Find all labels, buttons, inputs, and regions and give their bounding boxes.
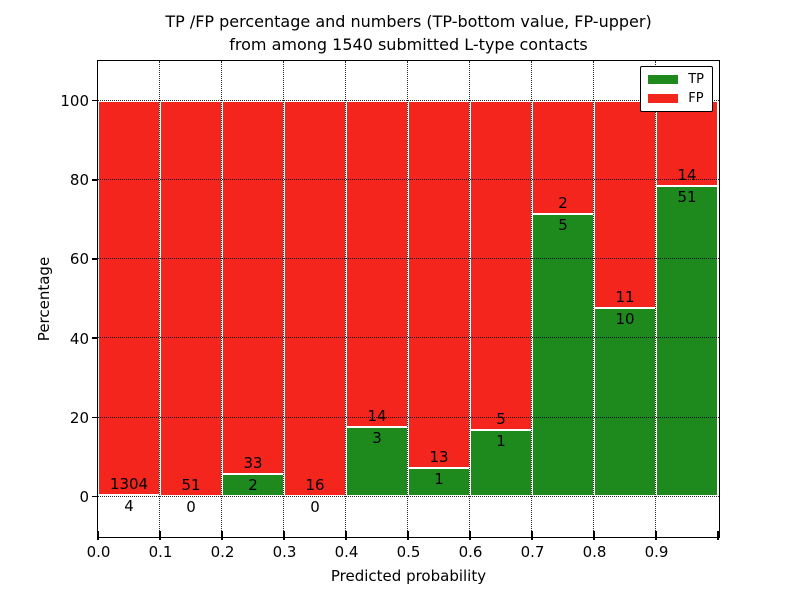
tp-count-label: 4 (124, 497, 134, 516)
x-tick-label: 0.5 (396, 543, 421, 561)
x-tick-label: 0.6 (458, 543, 483, 561)
x-tick-label: 0.2 (210, 543, 235, 561)
y-tick (91, 416, 97, 418)
gridline-horizontal (98, 99, 719, 101)
gridline-vertical (531, 61, 533, 537)
x-tick-label: 0.4 (334, 543, 359, 561)
x-tick (717, 531, 719, 540)
x-tick (407, 531, 409, 540)
chart-title: TP /FP percentage and numbers (TP-bottom… (97, 10, 720, 56)
legend-swatch-fp-icon (648, 94, 679, 103)
x-tick (283, 531, 285, 540)
y-tick (91, 99, 97, 102)
fp-count-label: 14 (677, 165, 697, 184)
x-axis-label: Predicted probability (330, 567, 487, 585)
y-tick (91, 258, 97, 260)
fp-count-label: 33 (243, 453, 263, 472)
y-tick (91, 337, 97, 339)
tp-count-label: 0 (186, 498, 196, 517)
legend-entry-fp: FP (648, 91, 704, 106)
gridline-vertical (593, 61, 595, 537)
legend-label-tp: TP (688, 72, 704, 87)
fp-count-label: 11 (615, 287, 635, 306)
x-tick (531, 531, 533, 540)
x-tick (97, 531, 99, 540)
bar-segment-fp (222, 100, 284, 474)
ticks-layer (91, 61, 719, 540)
fp-count-label: 13 (429, 448, 449, 467)
legend-label-fp: FP (688, 91, 704, 106)
gridline-horizontal (98, 495, 719, 497)
fp-count-label: 2 (558, 193, 568, 212)
y-tick-label: 40 (69, 329, 89, 348)
tp-count-label: 1 (434, 470, 444, 489)
x-tick-label: 0.0 (86, 543, 111, 561)
y-tick-label: 80 (69, 171, 89, 190)
legend: TP FP (640, 66, 713, 112)
fp-count-label: 14 (367, 406, 387, 425)
x-tick-label: 0.3 (272, 543, 297, 561)
chart-title-line2: from among 1540 submitted L-type contact… (229, 35, 588, 54)
gridline-vertical (407, 61, 409, 537)
y-tick-label: 60 (69, 250, 89, 269)
y-tick (91, 495, 97, 498)
tp-count-label: 3 (372, 428, 382, 447)
legend-entry-tp: TP (648, 72, 704, 87)
grid-layer (98, 61, 719, 537)
bar-segment-fp (98, 100, 160, 496)
gridline-vertical (159, 61, 161, 537)
legend-swatch-tp-icon (648, 75, 679, 84)
x-tick (159, 531, 161, 540)
y-tick-label: 100 (60, 92, 89, 111)
x-tick-label: 0.1 (148, 543, 173, 561)
bar-segment-tp (656, 185, 718, 497)
x-tick-label: 0.7 (520, 543, 545, 561)
gridline-vertical (655, 61, 657, 537)
tp-count-label: 10 (615, 309, 635, 328)
tp-count-label: 51 (677, 187, 697, 206)
y-axis-label: Percentage (35, 256, 53, 342)
gridline-horizontal (98, 416, 719, 418)
bar-segment-fp (594, 100, 656, 308)
gridline-horizontal (98, 179, 719, 180)
gridline-horizontal (98, 337, 719, 339)
tp-count-label: 0 (310, 498, 320, 517)
fp-count-label: 5 (496, 410, 506, 429)
gridline-vertical (283, 61, 285, 537)
x-tick (469, 531, 471, 540)
y-tick-label: 20 (69, 408, 89, 427)
x-tick (345, 531, 347, 540)
bar-segment-fp (284, 100, 346, 497)
bars-layer (98, 61, 719, 537)
x-tick-label: 0.9 (644, 543, 669, 561)
gridline-vertical (469, 61, 471, 537)
x-tick-label: 0.8 (582, 543, 607, 561)
x-tick (655, 531, 657, 540)
gridline-vertical (221, 61, 223, 537)
bar-segment-fp (346, 100, 408, 427)
fp-count-label: 1304 (109, 475, 149, 494)
bar-segment-fp (160, 100, 222, 497)
bar-segment-fp (532, 100, 594, 214)
fp-count-label: 51 (181, 476, 201, 495)
y-tick-label: 0 (79, 487, 89, 506)
bar-segment-tp (532, 213, 594, 497)
tp-count-label: 2 (248, 475, 258, 494)
bar-segment-tp (346, 426, 408, 497)
x-tick (593, 531, 595, 540)
bar-segment-fp (656, 100, 718, 186)
chart-title-line1: TP /FP percentage and numbers (TP-bottom… (165, 12, 652, 31)
gridline-vertical (345, 61, 347, 537)
fp-count-label: 16 (305, 476, 325, 495)
plot-area: 1304 4 51 0 33 2 16 0 14 3 13 1 5 1 2 5 11 10 14 51 TP FP (91, 60, 720, 540)
tp-count-label: 5 (558, 215, 568, 234)
bar-segment-tp (594, 307, 656, 497)
x-tick (221, 531, 223, 540)
y-tick (91, 179, 97, 181)
tp-count-label: 1 (496, 432, 506, 451)
gridline-horizontal (98, 258, 719, 260)
bar-labels-layer: 1304 4 51 0 33 2 16 0 14 3 13 1 5 1 2 5 11 10 14 51 (98, 61, 719, 537)
